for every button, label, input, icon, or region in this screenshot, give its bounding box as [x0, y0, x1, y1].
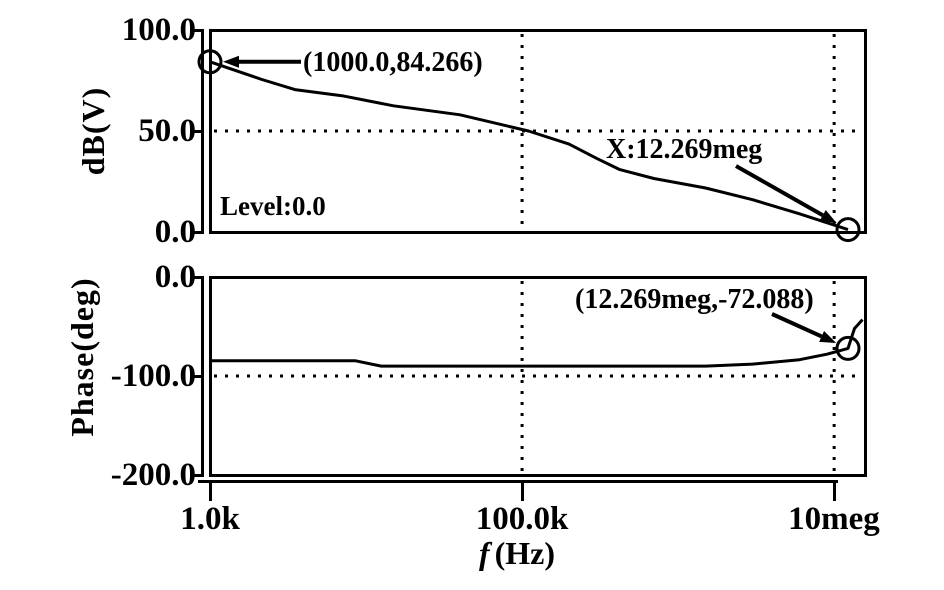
magnitude-y-tick-label-0: 0.0 [154, 214, 196, 250]
x-axis-title-variable: f [478, 535, 490, 571]
phase-y-tick-label-100: -100.0 [110, 358, 196, 394]
phase-y-tick-100 [190, 375, 204, 378]
magnitude-y-axis-title: dB(V) [75, 86, 111, 176]
phase-y-tick-0 [190, 276, 204, 279]
phase-y-axis-title: Phase(deg) [64, 277, 100, 437]
x-tick-1k [209, 480, 212, 501]
phase-y-tick-200 [190, 474, 204, 477]
phase-y-tick-label-200: -200.0 [110, 457, 196, 493]
annotation-phase-cursor: (12.269meg,-72.088) [575, 284, 814, 315]
phase-plot-frame [209, 276, 867, 477]
annotation-cursor-1000: (1000.0,84.266) [303, 47, 483, 78]
annotation-level: Level:0.0 [220, 191, 326, 221]
x-axis-title: f (Hz) [427, 534, 607, 572]
x-tick-label-1k: 1.0k [180, 501, 240, 537]
x-tick-10meg [833, 480, 836, 501]
x-axis-line [198, 480, 838, 483]
magnitude-y-tick-50 [190, 130, 204, 133]
x-tick-100k [521, 480, 524, 501]
magnitude-y-tick-0 [190, 231, 204, 234]
phase-y-tick-label-0: 0.0 [154, 259, 196, 295]
x-tick-label-100k: 100.0k [475, 501, 569, 537]
x-tick-label-10meg: 10meg [788, 501, 880, 537]
magnitude-y-tick-100 [190, 29, 204, 32]
magnitude-y-tick-label-50: 50.0 [138, 113, 196, 149]
x-axis-title-unit: (Hz) [494, 535, 556, 571]
magnitude-y-tick-label-100: 100.0 [121, 12, 196, 48]
annotation-cursor-x: X:12.269meg [606, 134, 763, 165]
